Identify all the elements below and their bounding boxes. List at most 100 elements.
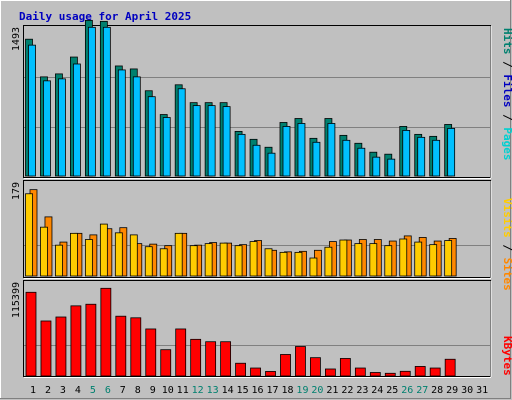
chart-title: Daily usage for April 2025 (19, 10, 191, 23)
bar-files-day-12 (192, 105, 201, 177)
bar-kbytes-day-2 (40, 320, 52, 377)
x-axis-labels: 1 2 3 4 5 6 7 8 9 10 11 12 13 14 15 16 17 18 19 20 21 22 23 24 2… (30, 385, 488, 396)
bar-files-day-8 (132, 76, 141, 177)
x-tick-label-26: 26 (401, 385, 413, 396)
bar-files-day-16 (252, 144, 261, 177)
bar-files-day-22 (342, 139, 351, 177)
x-tick-label-11: 11 (177, 385, 189, 396)
bar-files-day-29 (447, 128, 456, 177)
bar-files-day-7 (117, 69, 126, 177)
bar-files-day-4 (73, 63, 81, 177)
bar-visits-day-29 (444, 240, 453, 277)
bar-kbytes-day-8 (130, 317, 142, 377)
bar-files-day-19 (297, 123, 306, 177)
bar-visits-day-20 (309, 257, 318, 277)
bar-files-day-9 (147, 96, 156, 177)
bar-files-day-1 (28, 44, 36, 177)
x-tick-label-4: 4 (75, 385, 81, 396)
legend-sites: Sites (501, 258, 512, 291)
bar-files-day-26 (402, 130, 411, 177)
bar-kbytes-day-19 (295, 346, 306, 377)
x-tick-label-7: 7 (120, 385, 126, 396)
bar-kbytes-day-17 (265, 371, 276, 377)
bar-visits-day-21 (324, 246, 333, 277)
bar-files-day-3 (58, 78, 66, 177)
legend-kbytes: KBytes (501, 336, 512, 376)
legend-files: Files (501, 74, 512, 107)
bar-files-day-21 (327, 123, 336, 177)
bar-visits-day-5 (84, 239, 93, 277)
bar-kbytes-day-22 (339, 358, 351, 377)
x-tick-label-9: 9 (150, 385, 156, 396)
x-tick-label-27: 27 (416, 385, 428, 396)
bar-visits-day-8 (129, 234, 138, 277)
bar-files-day-17 (267, 152, 276, 177)
bar-files-day-2 (43, 80, 51, 177)
bar-files-day-5 (87, 26, 96, 177)
bar-kbytes-day-27 (414, 366, 426, 377)
x-tick-label-19: 19 (296, 385, 308, 396)
bar-visits-day-24 (369, 243, 378, 277)
x-tick-label-28: 28 (431, 385, 443, 396)
bar-kbytes-day-15 (235, 362, 246, 377)
bar-visits-day-22 (339, 239, 348, 277)
bar-visits-day-7 (114, 232, 123, 277)
bar-files-day-27 (417, 136, 426, 177)
bar-files-day-6 (102, 26, 111, 177)
bar-files-day-25 (387, 158, 396, 177)
bar-kbytes-day-12 (190, 338, 202, 377)
bar-visits-day-17 (264, 248, 273, 277)
bar-visits-day-9 (144, 246, 153, 277)
bar-visits-day-16 (249, 241, 258, 277)
x-tick-label-18: 18 (281, 385, 293, 396)
x-tick-label-6: 6 (105, 385, 111, 396)
bar-kbytes-day-7 (115, 315, 127, 377)
top-axis-max-label: 1493 (11, 27, 22, 51)
legend-sep-1: / (501, 55, 512, 75)
bar-visits-day-3 (55, 244, 63, 277)
legend-pages: Pages (501, 127, 512, 160)
bar-files-day-23 (357, 147, 366, 177)
x-tick-label-5: 5 (90, 385, 96, 396)
x-tick-label-13: 13 (207, 385, 219, 396)
legend-top: Hits / Files / Pages (501, 28, 512, 161)
x-tick-label-21: 21 (326, 385, 338, 396)
x-tick-label-25: 25 (386, 385, 398, 396)
bar-kbytes-day-9 (145, 328, 157, 377)
bar-kbytes-day-11 (175, 328, 187, 377)
bar-visits-day-2 (40, 226, 48, 277)
bar-visits-day-25 (384, 245, 393, 277)
mid-axis-max-label: 179 (11, 182, 22, 200)
x-tick-label-16: 16 (252, 385, 264, 396)
x-tick-label-2: 2 (45, 385, 51, 396)
bar-visits-day-28 (429, 244, 438, 277)
x-tick-label-12: 12 (192, 385, 204, 396)
bar-files-day-10 (162, 117, 171, 177)
bar-files-day-13 (207, 105, 216, 177)
bar-kbytes-day-13 (205, 341, 217, 377)
x-tick-label-22: 22 (341, 385, 353, 396)
bar-visits-day-19 (294, 251, 303, 277)
x-tick-label-31: 31 (476, 385, 488, 396)
legend-hits: Hits (501, 28, 512, 55)
bar-files-day-18 (282, 126, 291, 177)
bar-kbytes-day-23 (354, 367, 366, 377)
bar-visits-day-23 (354, 243, 363, 277)
bar-visits-day-14 (219, 242, 228, 277)
x-tick-label-17: 17 (266, 385, 278, 396)
x-tick-label-8: 8 (135, 385, 141, 396)
legend-sep-3: / (501, 238, 512, 258)
bar-visits-day-15 (234, 245, 243, 277)
bottom-axis-max-label: 115399 (11, 282, 22, 318)
bar-files-day-14 (222, 106, 231, 177)
x-tick-label-20: 20 (311, 385, 323, 396)
bar-kbytes-day-14 (220, 341, 232, 377)
bar-visits-day-4 (70, 232, 78, 277)
x-tick-label-15: 15 (237, 385, 249, 396)
bar-kbytes-day-4 (70, 305, 82, 377)
bar-kbytes-day-25 (384, 372, 396, 377)
x-tick-label-29: 29 (446, 385, 458, 396)
bar-kbytes-day-29 (444, 358, 456, 377)
bar-visits-day-1 (25, 193, 33, 277)
